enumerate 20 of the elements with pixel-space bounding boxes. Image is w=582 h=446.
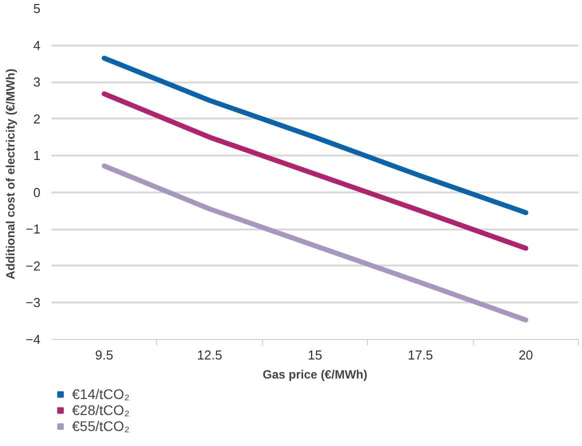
y-axis-title: Additional cost of electricity (€/MWh) [4,68,18,280]
legend-label: €14/tCO₂ [72,386,130,402]
y-tick-label: 2 [33,111,41,126]
y-tick-label: 4 [33,38,41,53]
y-tick-label: 0 [33,184,41,200]
legend-label: €55/tCO₂ [72,418,130,434]
y-tick-label: −1 [26,222,41,237]
x-tick-label: 20 [518,348,534,362]
y-tick-label: 3 [33,74,41,90]
y-tick-label: −2 [26,258,41,274]
x-tick-label: 9.5 [95,348,114,362]
y-tick-label: −3 [26,295,41,310]
y-tick-label: −4 [26,332,41,347]
y-tick-label: 1 [33,148,41,164]
x-tick-label: 12.5 [196,348,222,362]
x-tick-label: 15 [308,348,322,362]
legend-label: €28/tCO₂ [72,402,130,418]
x-tick-label: 17.5 [408,348,434,362]
y-tick-label: 5 [33,1,41,16]
x-axis-title: Gas price (€/MWh) [262,368,368,382]
